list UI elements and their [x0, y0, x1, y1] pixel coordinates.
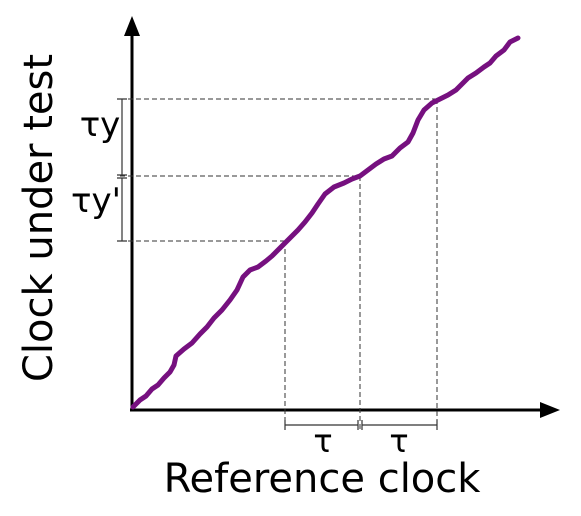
bracket	[361, 420, 438, 430]
bracket	[117, 98, 127, 176]
x-axis-arrow	[540, 402, 560, 418]
tau-y-prime-label: τy'	[71, 181, 121, 221]
tau-y-label: τy	[80, 105, 121, 145]
x-axis-label: Reference clock	[164, 456, 482, 502]
y-axis-arrow	[124, 16, 140, 36]
clock-curve	[130, 35, 521, 410]
bracket	[284, 420, 359, 430]
tau-label: τ	[389, 422, 408, 460]
bracket	[117, 177, 127, 242]
tau-label: τ	[313, 422, 332, 460]
y-axis-label: Clock under test	[16, 54, 62, 382]
